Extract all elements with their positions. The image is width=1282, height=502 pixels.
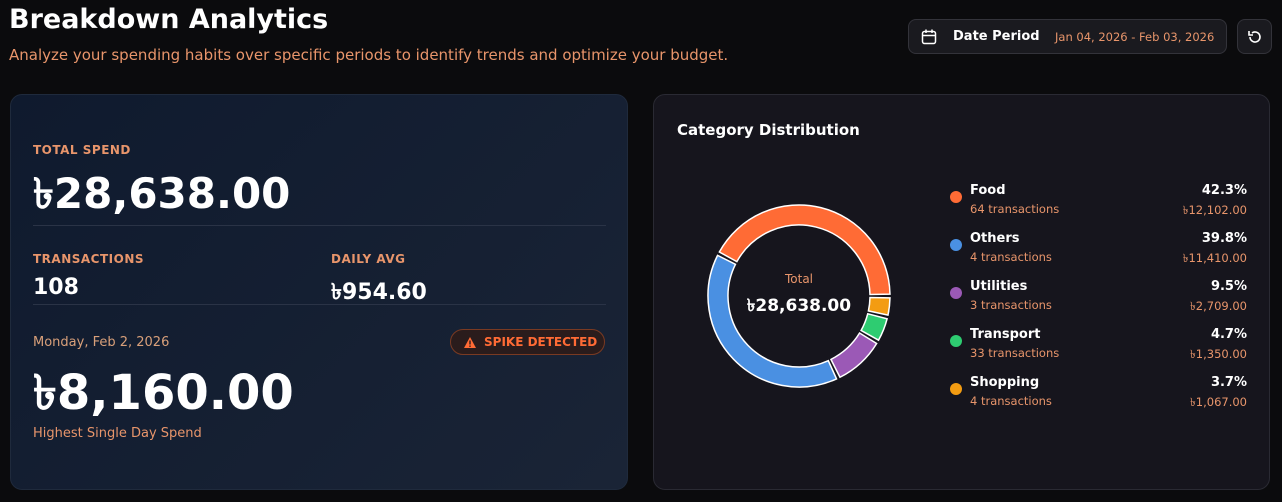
divider	[33, 304, 606, 305]
legend-dot	[950, 335, 962, 347]
refresh-icon	[1248, 31, 1261, 43]
legend-percent: 39.8%	[1201, 231, 1247, 246]
legend-item: Utilities 3 transactions 9.5% ৳2,709.00	[950, 277, 1247, 317]
distribution-card: Category Distribution Total ৳28,638.00 F…	[653, 94, 1270, 490]
legend-item: Transport 33 transactions 4.7% ৳1,350.00	[950, 325, 1247, 365]
daily-avg-value: ৳954.60	[331, 280, 427, 305]
legend-transactions: 4 transactions	[970, 394, 1052, 408]
legend-amount: ৳1,067.00	[1190, 395, 1247, 409]
legend-dot	[950, 191, 962, 203]
spike-caption: Highest Single Day Spend	[33, 426, 202, 441]
summary-card: TOTAL SPEND ৳28,638.00 TRANSACTIONS 108 …	[10, 94, 628, 490]
transactions-value: 108	[33, 275, 79, 300]
page-subtitle: Analyze your spending habits over specif…	[9, 46, 729, 64]
center-label: Total	[784, 272, 813, 286]
total-value: ৳28,638.00	[33, 169, 291, 218]
legend-transactions: 3 transactions	[970, 298, 1052, 312]
legend-percent: 42.3%	[1201, 183, 1247, 198]
legend-name: Shopping	[970, 375, 1040, 390]
legend-item: Food 64 transactions 42.3% ৳12,102.00	[950, 181, 1247, 221]
legend-name: Utilities	[970, 279, 1028, 294]
legend-dot	[950, 287, 962, 299]
total-label: TOTAL SPEND	[33, 143, 131, 157]
donut-segment	[707, 254, 838, 388]
legend-transactions: 33 transactions	[970, 346, 1060, 360]
legend-dot	[950, 383, 962, 395]
legend-item: Others 4 transactions 39.8% ৳11,410.00	[950, 229, 1247, 269]
center-value: ৳28,638.00	[747, 296, 851, 316]
calendar-icon	[921, 29, 937, 45]
legend-item: Shopping 4 transactions 3.7% ৳1,067.00	[950, 373, 1247, 413]
legend-percent: 9.5%	[1210, 279, 1247, 294]
transactions-label: TRANSACTIONS	[33, 252, 145, 266]
legend-dot	[950, 239, 962, 251]
legend-amount: ৳1,350.00	[1190, 347, 1247, 361]
spike-badge: SPIKE DETECTED	[450, 329, 605, 355]
warning-icon	[464, 337, 476, 348]
page-title: Breakdown Analytics	[9, 4, 329, 35]
donut-segment	[867, 296, 891, 316]
legend-name: Others	[970, 231, 1020, 246]
date-picker[interactable]: Date Period Jan 04, 2026 - Feb 03, 2026	[908, 19, 1227, 54]
spike-amount: ৳8,160.00	[33, 365, 294, 421]
donut-segment	[860, 312, 889, 342]
spike-badge-text: SPIKE DETECTED	[484, 335, 598, 349]
legend-amount: ৳12,102.00	[1182, 203, 1247, 217]
donut-chart: Total ৳28,638.00	[707, 204, 891, 388]
date-label: Date Period	[953, 29, 1040, 44]
legend-percent: 4.7%	[1210, 327, 1247, 342]
legend-name: Transport	[970, 327, 1041, 342]
legend-transactions: 4 transactions	[970, 250, 1052, 264]
legend-percent: 3.7%	[1210, 375, 1247, 390]
legend-transactions: 64 transactions	[970, 202, 1060, 216]
legend-amount: ৳2,709.00	[1190, 299, 1247, 313]
date-range: Jan 04, 2026 - Feb 03, 2026	[1055, 30, 1215, 44]
donut-segment	[829, 332, 878, 379]
donut-segment	[718, 204, 891, 296]
refresh-button[interactable]	[1237, 19, 1272, 54]
chart-title: Category Distribution	[677, 121, 860, 139]
legend-amount: ৳11,410.00	[1182, 251, 1247, 265]
legend-name: Food	[970, 183, 1006, 198]
spike-date: Monday, Feb 2, 2026	[33, 335, 170, 350]
divider	[33, 225, 606, 226]
daily-avg-label: DAILY AVG	[331, 252, 406, 266]
